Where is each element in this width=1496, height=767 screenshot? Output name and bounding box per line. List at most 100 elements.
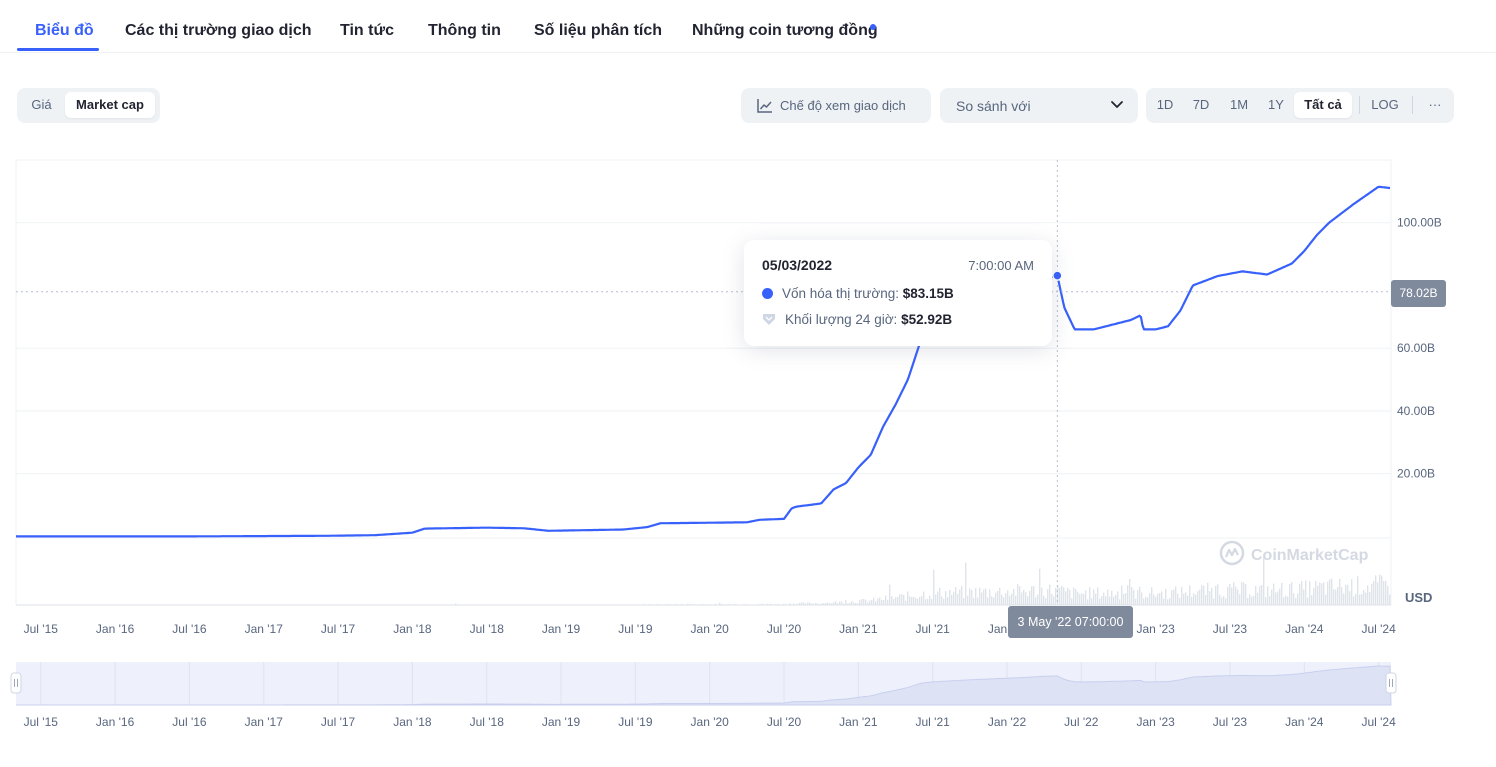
range-7d-button[interactable]: 7D — [1192, 97, 1210, 112]
volume-bar — [1081, 593, 1083, 605]
trading-view-button[interactable]: Chế độ xem giao dịch — [741, 88, 931, 123]
volume-bar — [851, 601, 853, 605]
volume-bar — [1311, 595, 1313, 605]
volume-bar — [941, 596, 943, 605]
volume-bar — [777, 603, 779, 605]
volume-bar — [931, 598, 933, 605]
tab-info[interactable]: Thông tin — [428, 22, 501, 39]
volume-bar — [991, 596, 993, 605]
volume-bar — [719, 602, 721, 605]
volume-bar — [497, 604, 499, 605]
volume-bar — [793, 603, 795, 605]
compare-dropdown[interactable]: So sánh với — [940, 88, 1138, 123]
price-toggle-button[interactable]: Giá — [31, 97, 52, 112]
tooltip-date: 05/03/2022 — [762, 257, 833, 273]
range-1m-button[interactable]: 1M — [1229, 97, 1249, 112]
volume-bar — [947, 597, 949, 605]
navigator-x-tick-label: Jan '20 — [691, 715, 730, 729]
volume-bar — [691, 604, 693, 605]
volume-bar — [831, 603, 833, 605]
volume-bar — [855, 603, 857, 605]
metric-toggle: Giá Market cap — [17, 88, 160, 123]
volume-bar — [1355, 593, 1357, 605]
y-tick-label: 20.00B — [1397, 467, 1435, 481]
range-1d-button[interactable]: 1D — [1156, 97, 1174, 112]
navigator-x-tick-label: Jul '24 — [1361, 715, 1396, 729]
volume-bar — [1047, 589, 1049, 605]
market-cap-toggle-button[interactable]: Market cap — [65, 92, 155, 118]
volume-bar — [733, 604, 735, 605]
volume-bar — [1159, 593, 1161, 605]
volume-bar — [1381, 575, 1383, 605]
tab-analytics[interactable]: Số liệu phân tích — [534, 22, 663, 39]
x-tick-label: Jan '16 — [96, 622, 135, 636]
volume-bar — [431, 604, 433, 605]
volume-bar — [993, 597, 995, 605]
volume-bar — [1181, 586, 1183, 605]
log-scale-button[interactable]: LOG — [1371, 97, 1399, 112]
volume-bar — [781, 604, 783, 605]
navigator-handle-left[interactable] — [10, 672, 22, 694]
range-all-button[interactable]: Tất cả — [1294, 92, 1352, 118]
volume-bar — [1341, 587, 1343, 605]
tooltip-market-cap-label: Vốn hóa thị trường: — [782, 286, 899, 301]
tab-news[interactable]: Tin tức — [340, 22, 394, 39]
volume-bar — [1363, 589, 1365, 605]
volume-bar — [895, 597, 897, 605]
volume-bar — [727, 604, 729, 605]
volume-bar — [1313, 588, 1315, 605]
volume-bar — [1221, 597, 1223, 605]
volume-bar — [833, 602, 835, 605]
volume-bar — [1161, 591, 1163, 605]
navigator-x-tick-label: Jan '18 — [393, 715, 432, 729]
volume-bar — [1129, 579, 1131, 605]
range-1y-button[interactable]: 1Y — [1268, 97, 1284, 112]
volume-bar — [841, 601, 843, 605]
volume-bar — [557, 604, 559, 605]
volume-bar — [891, 596, 893, 605]
volume-bar — [1009, 595, 1011, 605]
volume-bar — [1101, 596, 1103, 605]
volume-bar — [707, 604, 709, 605]
volume-bar — [997, 590, 999, 605]
volume-bar — [1073, 587, 1075, 605]
volume-bar — [1087, 599, 1089, 605]
volume-bar — [1287, 596, 1289, 605]
navigator-x-tick-label: Jul '17 — [321, 715, 356, 729]
more-options-button[interactable]: ··· — [1428, 97, 1442, 112]
tab-markets[interactable]: Các thị trường giao dịch — [125, 22, 312, 39]
volume-bar — [771, 604, 773, 605]
volume-bar — [475, 604, 477, 605]
volume-bar — [967, 595, 969, 605]
volume-bar — [689, 603, 691, 605]
volume-bar — [1271, 589, 1273, 605]
volume-bar — [1097, 587, 1099, 605]
volume-bar — [1049, 584, 1051, 605]
tab-similar-coins[interactable]: Những coin tương đồng — [692, 22, 878, 39]
tab-chart[interactable]: Biểu đồ — [35, 22, 94, 39]
volume-bar — [1237, 589, 1239, 605]
volume-bar — [1377, 582, 1379, 605]
volume-bar — [1325, 594, 1327, 605]
volume-bar — [917, 598, 919, 605]
volume-bar — [1209, 591, 1211, 605]
volume-bar — [1323, 582, 1325, 605]
toolbar-divider — [1412, 96, 1413, 114]
volume-bar — [673, 604, 675, 605]
volume-bar — [1027, 596, 1029, 605]
volume-bar — [1365, 592, 1367, 605]
volume-bar — [1351, 579, 1353, 605]
navigator-handle-right[interactable] — [1385, 672, 1397, 694]
volume-bar — [1299, 583, 1301, 605]
volume-bar — [1117, 591, 1119, 605]
active-tab-indicator — [17, 48, 99, 51]
volume-bar — [835, 601, 837, 605]
volume-bar — [1123, 593, 1125, 605]
new-badge-dot — [870, 24, 876, 30]
volume-bar — [1173, 589, 1175, 605]
volume-bar — [1033, 586, 1035, 605]
volume-bar — [957, 594, 959, 605]
volume-bar — [1293, 593, 1295, 605]
volume-bar — [1015, 595, 1017, 605]
